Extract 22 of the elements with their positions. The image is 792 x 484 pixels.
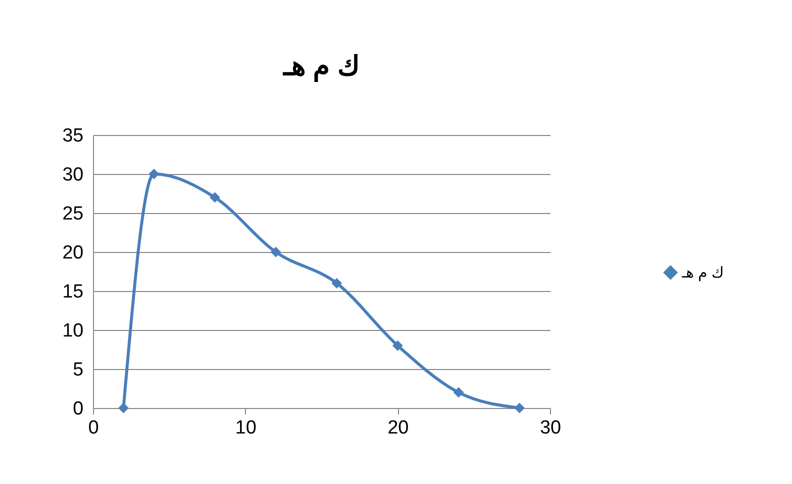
x-tick-label: 0	[88, 418, 99, 438]
point	[514, 402, 525, 414]
legend-label: ك م هـ	[681, 264, 724, 282]
point	[148, 168, 160, 180]
y-tick-label: 20	[62, 242, 84, 264]
x-tick-label: 20	[388, 418, 409, 438]
y-tick-label: 10	[62, 320, 84, 342]
chart-title: ك م هـ	[282, 51, 360, 82]
y-tick-label: 5	[72, 360, 84, 380]
point	[392, 340, 403, 351]
y-tick-label: 35	[62, 126, 84, 146]
y-tick-label: 15	[62, 282, 84, 302]
y-tick-label: 0	[72, 398, 84, 420]
point	[453, 387, 464, 398]
point	[118, 402, 129, 414]
point	[210, 192, 220, 203]
y-tick-label: 25	[62, 204, 84, 224]
y-tick-label: 30	[62, 164, 84, 186]
point	[270, 246, 282, 258]
point	[331, 278, 342, 288]
x-tick-label: 30	[540, 418, 562, 438]
x-tick-label: 10	[235, 418, 256, 438]
